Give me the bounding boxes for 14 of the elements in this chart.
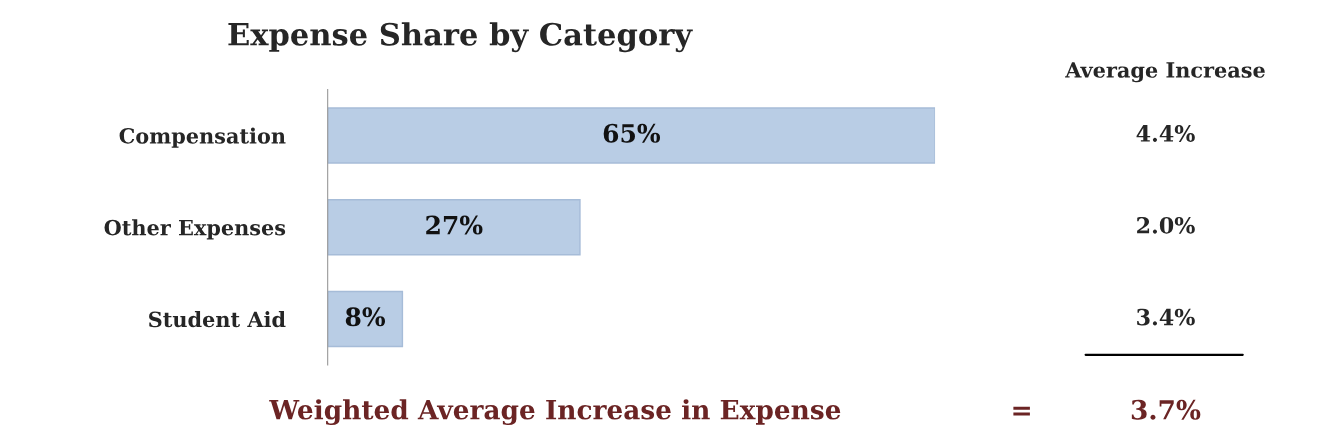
text: 3.4%	[1137, 308, 1195, 326]
data-label: 65%	[603, 123, 661, 143]
data-label: 27%	[426, 215, 483, 235]
text: 4.4%	[1136, 125, 1195, 142]
chart-title: Expense Share by Category	[228, 22, 693, 53]
y-tick-label: Compensation	[119, 127, 286, 148]
y-tick-label: Student Aid	[149, 311, 286, 328]
text: Average Increase	[1065, 62, 1265, 83]
text: =	[1013, 406, 1030, 416]
data-label: 8%	[345, 307, 386, 327]
text: 2.0%	[1137, 216, 1195, 234]
text: 3.7%	[1131, 399, 1201, 420]
y-tick-label: Other Expenses	[104, 219, 286, 240]
text: Weighted Average Increase in Expense	[269, 399, 841, 426]
